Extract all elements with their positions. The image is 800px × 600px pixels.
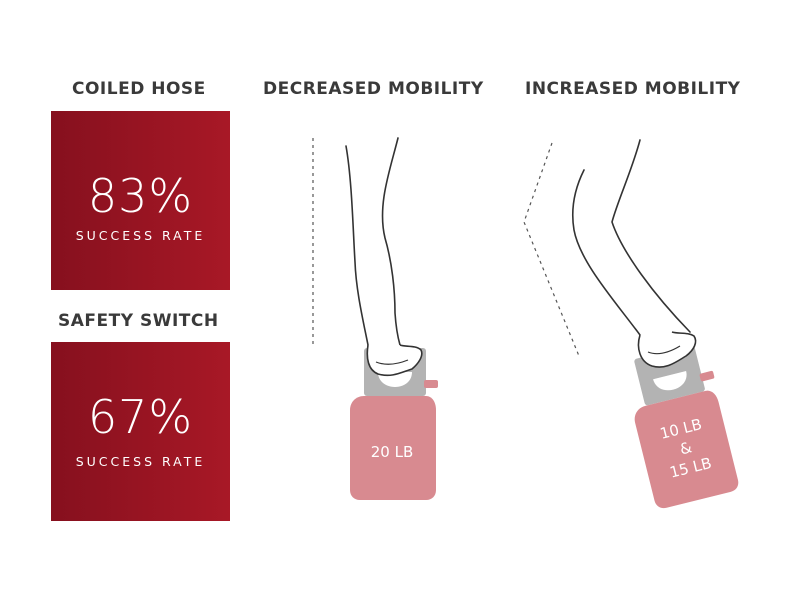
decreased-mobility-heading: DECREASED MOBILITY	[263, 79, 484, 99]
coiled-hose-stat-box: 83% SUCCESS RATE	[51, 111, 230, 290]
tank-label-20lb: 20 LB	[371, 443, 414, 461]
tank-label-ampersand: &	[678, 438, 694, 458]
coiled-hose-success-value: 83%	[87, 169, 194, 223]
tilted-tank-group: 10 LB & 15 LB	[634, 344, 739, 509]
arm-outline-straight-back	[381, 137, 401, 346]
safety-switch-heading: SAFETY SWITCH	[58, 311, 219, 331]
hand-gripping-tilted	[637, 331, 697, 368]
propane-tank-20lb	[350, 396, 436, 500]
propane-tank-10-15lb	[634, 390, 739, 509]
arm-outline-bent	[571, 169, 641, 336]
coiled-hose-heading: COILED HOSE	[72, 79, 206, 99]
safety-switch-success-label: SUCCESS RATE	[75, 454, 206, 469]
safety-switch-stat-box: 67% SUCCESS RATE	[51, 342, 230, 521]
hand-finger-line	[375, 359, 409, 365]
coiled-hose-success-label: SUCCESS RATE	[75, 228, 206, 243]
increased-mobility-figure: 10 LB & 15 LB	[523, 139, 739, 509]
decreased-mobility-figure: 20 LB	[312, 137, 438, 500]
hand-gripping-upright	[366, 344, 423, 377]
bent-posture-guide	[523, 142, 580, 357]
safety-switch-success-value: 67%	[87, 390, 194, 444]
arm-outline-straight	[345, 145, 369, 346]
arm-outline-bent-back	[611, 139, 691, 333]
hand-finger-line-tilted	[647, 345, 681, 355]
increased-mobility-heading: INCREASED MOBILITY	[525, 79, 741, 99]
